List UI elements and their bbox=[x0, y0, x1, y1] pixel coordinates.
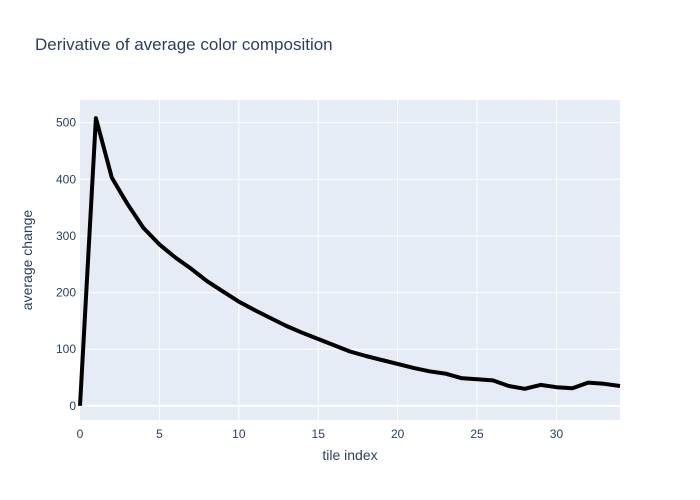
x-gridlines bbox=[158, 100, 557, 420]
chart-title: Derivative of average color composition bbox=[35, 35, 333, 54]
x-tick-label: 25 bbox=[470, 427, 484, 441]
y-tick-labels: 0 100 200 300 400 500 bbox=[56, 116, 76, 413]
y-gridlines bbox=[80, 122, 620, 407]
y-axis-label: average change bbox=[19, 210, 35, 311]
x-tick-label: 30 bbox=[550, 427, 564, 441]
x-tick-label: 0 bbox=[77, 427, 84, 441]
x-tick-labels: 0 5 10 15 20 25 30 bbox=[77, 427, 564, 441]
y-tick-label: 400 bbox=[56, 172, 76, 186]
y-tick-label: 300 bbox=[56, 229, 76, 243]
plot-area bbox=[80, 100, 620, 420]
y-tick-label: 200 bbox=[56, 286, 76, 300]
y-tick-label: 100 bbox=[56, 342, 76, 356]
y-tick-label: 0 bbox=[69, 399, 76, 413]
x-tick-label: 5 bbox=[156, 427, 163, 441]
x-tick-label: 10 bbox=[232, 427, 246, 441]
series-group bbox=[78, 116, 621, 406]
x-tick-label: 20 bbox=[391, 427, 405, 441]
x-axis-label: tile index bbox=[322, 447, 377, 463]
series-line bbox=[78, 116, 621, 406]
y-tick-label: 500 bbox=[56, 116, 76, 130]
x-tick-label: 15 bbox=[312, 427, 326, 441]
